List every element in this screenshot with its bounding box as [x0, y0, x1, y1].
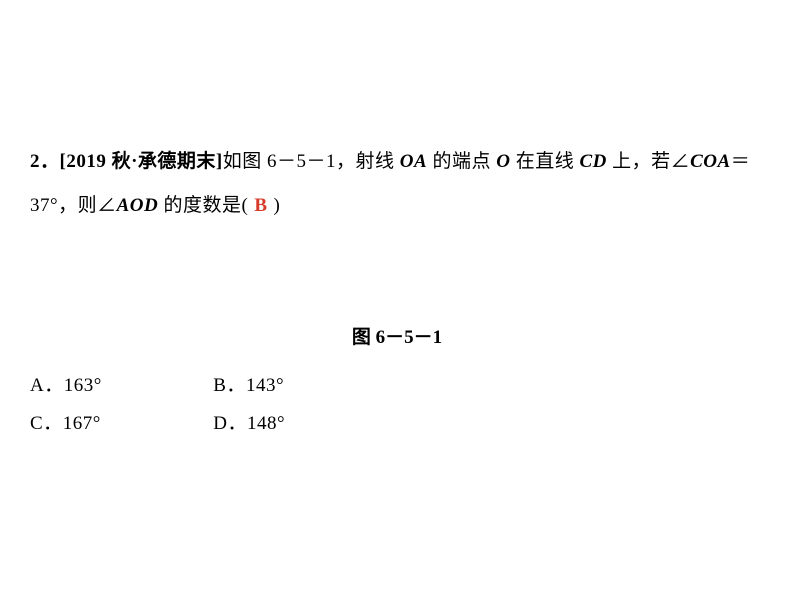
variable-aod: AOD	[117, 195, 159, 216]
option-row-2: C．167° D．148°	[30, 405, 764, 443]
option-d-value: 148°	[247, 413, 285, 434]
option-a: A．163°	[30, 367, 208, 405]
option-d-label: D．	[213, 413, 247, 434]
stem-text-3: 在直线	[510, 151, 579, 172]
answer-letter: B	[254, 195, 267, 216]
option-b-value: 143°	[246, 375, 284, 396]
option-c: C．167°	[30, 405, 208, 443]
stem-text-4: 上，若∠	[607, 151, 690, 172]
option-b: B．143°	[213, 367, 284, 405]
stem-text-7: )	[274, 195, 281, 216]
variable-coa: COA	[690, 151, 731, 172]
question-source: [2019 秋·承德期末]	[60, 151, 223, 172]
question-stem: 2．[2019 秋·承德期末]如图 6－5－1，射线 OA 的端点 O 在直线 …	[30, 140, 764, 227]
variable-oa: OA	[400, 151, 427, 172]
option-c-label: C．	[30, 413, 63, 434]
question-number: 2．	[30, 151, 60, 172]
option-a-value: 163°	[64, 375, 102, 396]
stem-text-2: 的端点	[427, 151, 496, 172]
variable-o: O	[496, 151, 510, 172]
option-a-label: A．	[30, 375, 64, 396]
figure-label: 图 6－5－1	[30, 322, 764, 349]
stem-text-1: 如图 6－5－1，射线	[223, 151, 400, 172]
options-container: A．163° B．143° C．167° D．148°	[30, 367, 764, 443]
option-d: D．148°	[213, 405, 285, 443]
stem-text-6: 的度数是(	[158, 195, 248, 216]
option-row-1: A．163° B．143°	[30, 367, 764, 405]
option-b-label: B．	[213, 375, 246, 396]
variable-cd: CD	[579, 151, 606, 172]
option-c-value: 167°	[63, 413, 101, 434]
